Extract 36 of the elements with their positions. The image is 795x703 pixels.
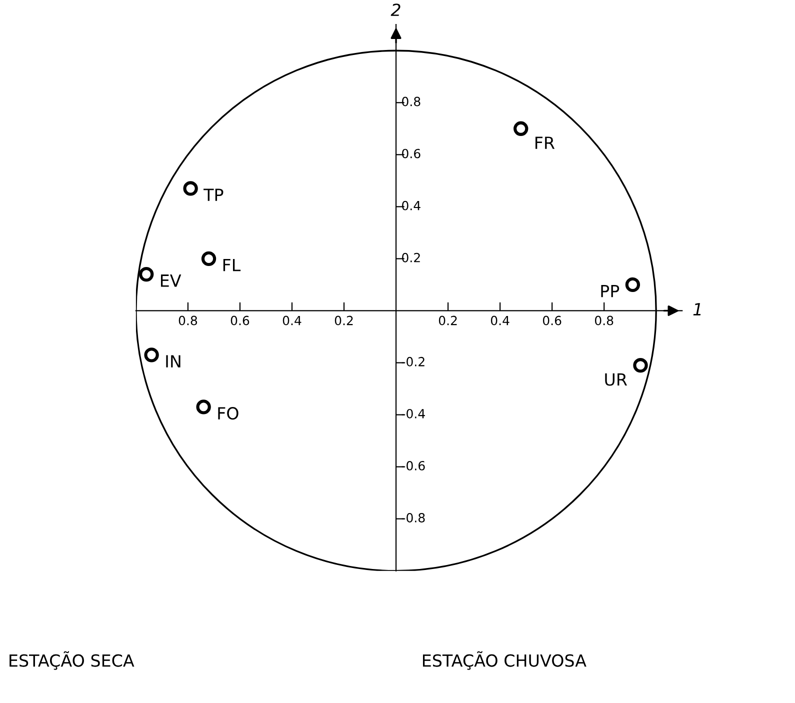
- annotation: FL: [223, 258, 241, 272]
- x-tick-label: 0.2: [438, 316, 457, 326]
- x-tick-label: 0.2: [334, 316, 353, 326]
- x-tick-label: 0.6: [230, 316, 250, 326]
- annotation: IN: [166, 355, 180, 368]
- point: [196, 400, 211, 414]
- x-tick-label: 0.8: [178, 316, 198, 326]
- x-tick-label: 0.4: [490, 316, 510, 326]
- x-tick-label: 0.4: [282, 316, 302, 326]
- y-tick-label: 0.4: [402, 200, 420, 210]
- y-axis-title: 2: [390, 4, 400, 16]
- point: [144, 348, 159, 362]
- y-tick-label: 0.2: [402, 252, 420, 262]
- y-tick-label: 0.6: [402, 148, 420, 158]
- point: [139, 266, 154, 282]
- x-tick-label: 0.8: [594, 316, 614, 326]
- y-tick-label: -0.6: [402, 460, 425, 470]
- point: [633, 358, 648, 373]
- x-tick-label: 0.6: [542, 316, 562, 326]
- point: [201, 251, 216, 266]
- y-tick-label: 0.8: [402, 96, 420, 106]
- point: [625, 277, 640, 292]
- annotation: EV: [160, 274, 182, 287]
- point: [514, 121, 528, 136]
- annotation: TP: [204, 188, 224, 201]
- annotation: FO: [218, 407, 238, 420]
- x-axis-title: 1: [693, 303, 701, 316]
- annotation: UR: [605, 373, 628, 386]
- y-tick-label: -0.2: [402, 356, 424, 366]
- text: ESTAÇÃO CHUVOSA: [422, 651, 586, 670]
- annotation: PP: [601, 284, 620, 298]
- y-tick-label: -0.4: [402, 408, 425, 418]
- annotation: FR: [536, 136, 555, 149]
- text: ESTAÇÃO SECA: [10, 651, 134, 670]
- point: [183, 181, 198, 196]
- y-tick-label: -0.8: [402, 512, 425, 522]
